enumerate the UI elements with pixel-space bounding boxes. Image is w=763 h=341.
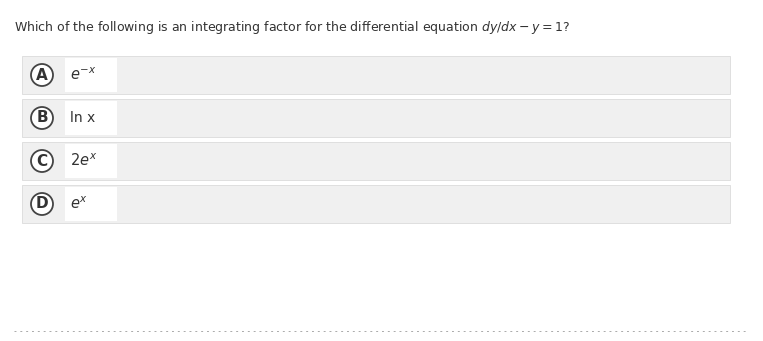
FancyBboxPatch shape [22, 99, 730, 137]
Circle shape [31, 107, 53, 129]
FancyBboxPatch shape [65, 187, 117, 221]
Text: A: A [36, 68, 48, 83]
Text: $e^{-x}$: $e^{-x}$ [70, 67, 96, 83]
Circle shape [31, 64, 53, 86]
Text: ln x: ln x [70, 111, 95, 125]
FancyBboxPatch shape [22, 56, 730, 94]
Text: D: D [36, 196, 48, 211]
Text: C: C [37, 153, 47, 168]
Circle shape [31, 150, 53, 172]
FancyBboxPatch shape [65, 58, 117, 92]
Text: B: B [36, 110, 48, 125]
FancyBboxPatch shape [65, 144, 117, 178]
Circle shape [31, 193, 53, 215]
FancyBboxPatch shape [65, 101, 117, 135]
FancyBboxPatch shape [22, 142, 730, 180]
Text: Which of the following is an integrating factor for the differential equation $d: Which of the following is an integrating… [14, 19, 570, 36]
Text: $2e^{x}$: $2e^{x}$ [70, 153, 97, 169]
FancyBboxPatch shape [22, 185, 730, 223]
Text: $e^{x}$: $e^{x}$ [70, 196, 88, 212]
